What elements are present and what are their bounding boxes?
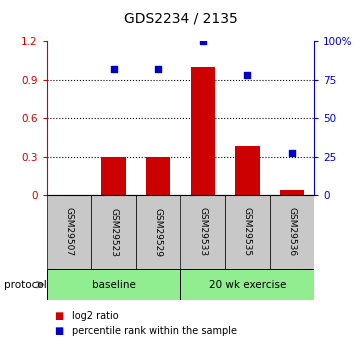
Text: 20 wk exercise: 20 wk exercise (209, 280, 286, 289)
Text: GSM29533: GSM29533 (198, 207, 207, 257)
Bar (136, 195, 180, 269)
Point (200, 39, 206, 44)
Text: GSM29523: GSM29523 (109, 207, 118, 257)
Text: baseline: baseline (92, 280, 136, 289)
Bar (225, 195, 270, 269)
Text: ■: ■ (54, 311, 64, 321)
Point (111, 66, 117, 72)
Text: GSM29507: GSM29507 (65, 207, 74, 257)
Bar (235, 146, 260, 195)
Bar (270, 195, 314, 269)
Point (289, 151, 295, 156)
Bar (146, 157, 170, 195)
Text: percentile rank within the sample: percentile rank within the sample (72, 326, 237, 335)
Text: ■: ■ (54, 326, 64, 335)
Bar (47, 195, 91, 269)
Text: protocol: protocol (4, 280, 46, 289)
Point (155, 66, 161, 72)
Bar (180, 269, 314, 300)
Bar (191, 67, 215, 195)
Bar (101, 157, 126, 195)
Text: GSM29535: GSM29535 (243, 207, 252, 257)
Bar (91, 195, 136, 269)
Text: GDS2234 / 2135: GDS2234 / 2135 (123, 12, 238, 26)
Point (244, 72, 250, 78)
Text: GSM29529: GSM29529 (154, 207, 163, 257)
Bar (47, 269, 180, 300)
Text: GSM29536: GSM29536 (287, 207, 296, 257)
Bar (279, 190, 304, 195)
Text: log2 ratio: log2 ratio (72, 311, 119, 321)
Bar (180, 195, 225, 269)
